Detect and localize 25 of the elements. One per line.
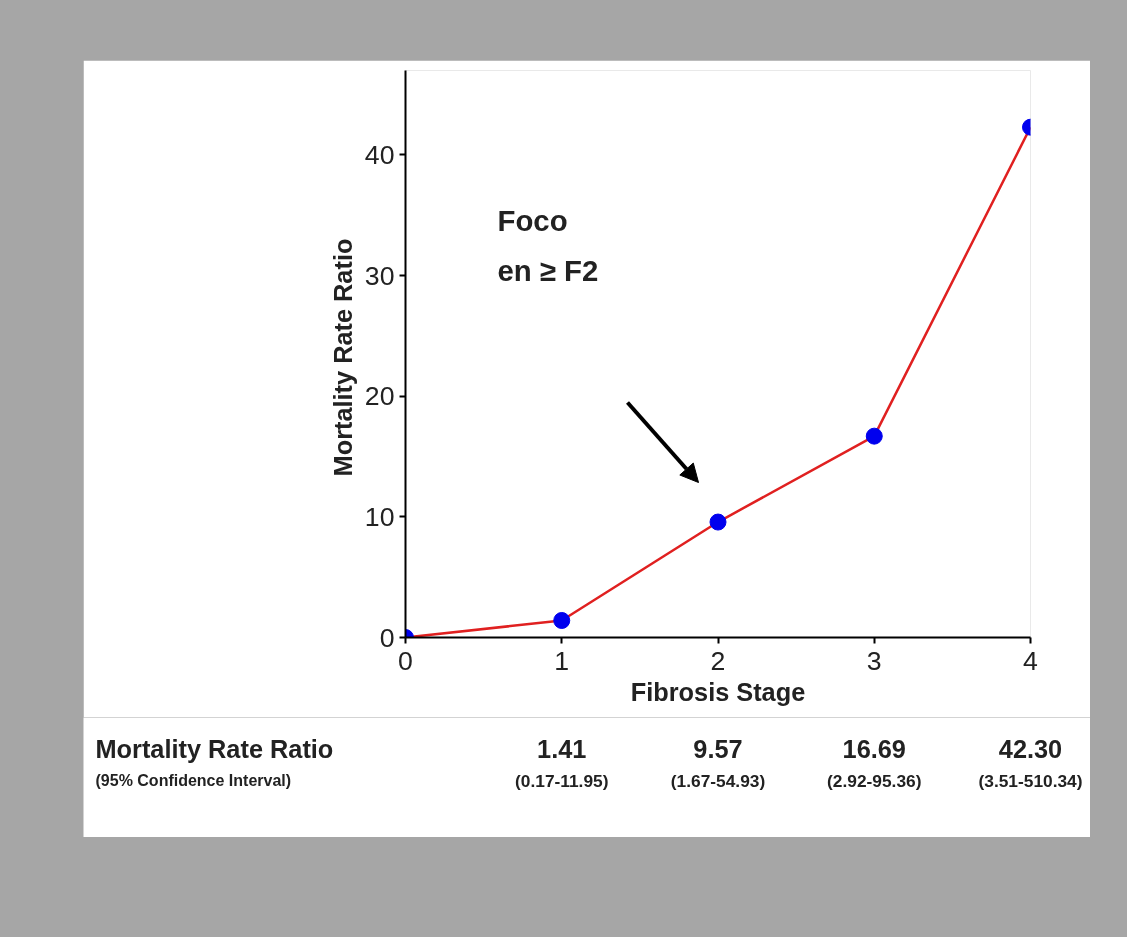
y-tick-label: 20 <box>364 381 395 412</box>
y-tick-label: 0 <box>379 622 395 653</box>
point <box>553 612 571 629</box>
text: 9.57 <box>693 734 743 763</box>
text: (3.51-510.34) <box>978 770 1083 791</box>
text: 1.41 <box>537 734 587 763</box>
y-tick-label: 30 <box>364 260 395 291</box>
text: (2.92-95.36) <box>827 770 922 791</box>
text: (1.67-54.93) <box>670 770 766 791</box>
text: (95% Confidence Interval) <box>95 772 292 789</box>
x-tick-label: 2 <box>710 645 726 676</box>
text: 16.69 <box>842 734 906 763</box>
y-tick-label: 40 <box>364 139 395 170</box>
text: (0.17-11.95) <box>515 770 609 791</box>
y-tick-label: 10 <box>364 501 395 532</box>
x-tick-label: 4 <box>1023 645 1039 676</box>
y-axis-title: Mortality Rate Ratio <box>328 238 357 477</box>
x-axis-title: Fibrosis Stage <box>630 677 806 706</box>
text: 42.30 <box>998 734 1063 763</box>
x-tick-label: 1 <box>554 645 570 676</box>
text: Mortality Rate Ratio <box>95 734 334 763</box>
point <box>865 427 883 445</box>
annotation: Foco en ≥ F2 <box>497 204 599 287</box>
x-tick-label: 3 <box>866 645 882 676</box>
point <box>709 513 727 531</box>
